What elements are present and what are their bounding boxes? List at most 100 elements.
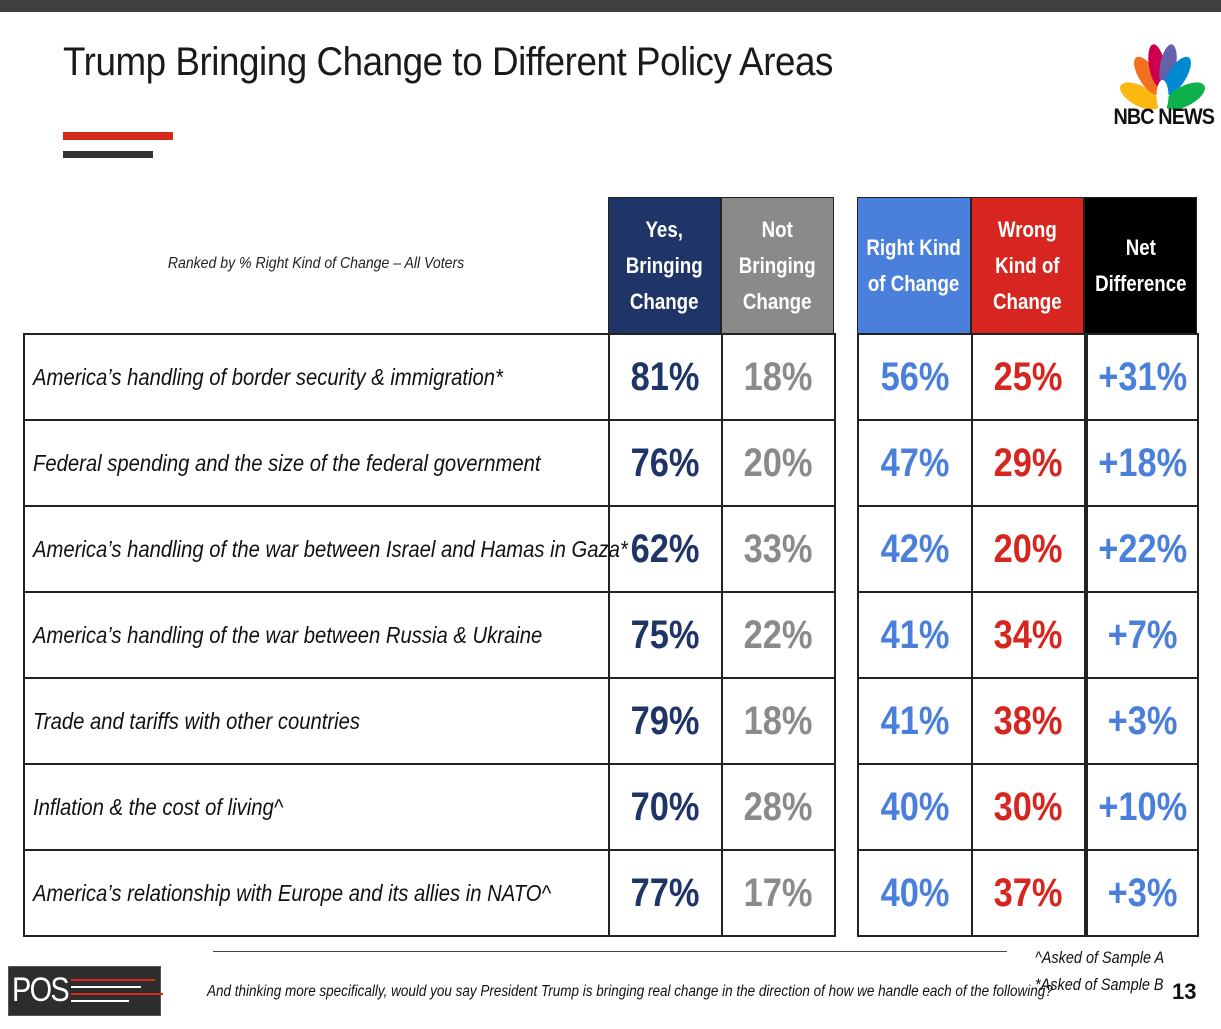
header-label: Not Bringing Change	[739, 216, 816, 314]
cell-value: +22%	[1098, 526, 1187, 571]
value-net-difference: +3%	[1086, 851, 1199, 935]
table-row: America’s handling of border security & …	[25, 335, 836, 421]
header-label: Wrong Kind of Change	[993, 216, 1062, 314]
cell-value: 47%	[880, 440, 950, 485]
value-net-difference: +10%	[1086, 765, 1199, 849]
nbc-peacock-logo-icon	[1120, 44, 1205, 112]
row-label: Federal spending and the size of the fed…	[25, 421, 610, 505]
header-label: Net Difference	[1094, 234, 1187, 296]
header-net-difference: Net Difference	[1084, 197, 1197, 334]
cell-value: 81%	[631, 354, 700, 399]
nbc-news-logo-text: NBC NEWS	[1113, 104, 1216, 129]
cell-value: 33%	[744, 526, 813, 571]
table-row: America’s handling of the war between Ru…	[25, 593, 836, 679]
cell-value: 20%	[744, 440, 813, 485]
value-right-kind: 47%	[859, 421, 973, 505]
cell-value: 41%	[880, 612, 950, 657]
table-right: 56% 25% +31% 47% 29% +18% 42% 20% +22% 41% 34% +7% 4…	[857, 333, 1199, 937]
value-net-difference: +18%	[1086, 421, 1199, 505]
header-wrong-kind-of-change: Wrong Kind of Change	[971, 197, 1084, 334]
value-wrong-kind: 37%	[973, 851, 1086, 935]
cell-value: 18%	[744, 354, 813, 399]
cell-value: 38%	[994, 698, 1063, 743]
value-right-kind: 41%	[859, 679, 973, 763]
value-not-bringing-change: 33%	[723, 507, 836, 591]
pos-logo-line	[71, 979, 155, 981]
cell-value: 29%	[994, 440, 1063, 485]
cell-value: 20%	[994, 526, 1063, 571]
cell-value: 70%	[631, 784, 700, 829]
cell-value: 79%	[631, 698, 700, 743]
value-yes-bringing-change: 62%	[610, 507, 723, 591]
value-not-bringing-change: 28%	[723, 765, 836, 849]
accent-bar-dark	[63, 151, 153, 158]
row-label-text: Trade and tariffs with other countries	[33, 707, 361, 734]
row-label: America’s relationship with Europe and i…	[25, 851, 610, 935]
pos-logo-text: POS	[12, 971, 70, 1009]
row-label-text: America’s relationship with Europe and i…	[33, 879, 551, 906]
cell-value: 25%	[994, 354, 1063, 399]
header-label: Right Kind of Change	[866, 234, 962, 296]
top-bar	[0, 0, 1221, 12]
value-not-bringing-change: 18%	[723, 335, 836, 419]
value-net-difference: +22%	[1086, 507, 1199, 591]
row-label-text: America’s handling of the war between Ru…	[33, 621, 543, 648]
value-yes-bringing-change: 79%	[610, 679, 723, 763]
table-row: 42% 20% +22%	[859, 507, 1199, 593]
row-label-text: America’s handling of the war between Is…	[33, 535, 628, 562]
table-row: 56% 25% +31%	[859, 335, 1199, 421]
value-right-kind: 42%	[859, 507, 973, 591]
table-row: 41% 38% +3%	[859, 679, 1199, 765]
cell-value: 37%	[994, 870, 1063, 915]
value-right-kind: 41%	[859, 593, 973, 677]
cell-value: +18%	[1098, 440, 1187, 485]
value-yes-bringing-change: 77%	[610, 851, 723, 935]
cell-value: 56%	[880, 354, 950, 399]
value-net-difference: +7%	[1086, 593, 1199, 677]
value-net-difference: +31%	[1086, 335, 1199, 419]
table-row: Federal spending and the size of the fed…	[25, 421, 836, 507]
header-yes-bringing-change: Yes, Bringing Change	[608, 197, 721, 334]
cell-value: 28%	[744, 784, 813, 829]
pos-logo-line	[71, 993, 163, 995]
cell-value: 30%	[994, 784, 1063, 829]
cell-value: 40%	[880, 784, 950, 829]
footnote-divider	[213, 951, 1007, 952]
cell-value: +31%	[1098, 354, 1187, 399]
row-label: America’s handling of border security & …	[25, 335, 610, 419]
table-row: Inflation & the cost of living^ 70% 28%	[25, 765, 836, 851]
pos-logo: POS	[8, 966, 163, 1016]
value-wrong-kind: 25%	[973, 335, 1086, 419]
value-not-bringing-change: 17%	[723, 851, 836, 935]
value-not-bringing-change: 22%	[723, 593, 836, 677]
header-label: Yes, Bringing Change	[626, 216, 703, 314]
header-right-kind-of-change: Right Kind of Change	[857, 197, 971, 334]
pos-logo-line	[71, 1000, 129, 1002]
value-not-bringing-change: 18%	[723, 679, 836, 763]
cell-value: 40%	[880, 870, 950, 915]
table-row: 47% 29% +18%	[859, 421, 1199, 507]
page-title: Trump Bringing Change to Different Polic…	[63, 40, 833, 84]
table-row: 41% 34% +7%	[859, 593, 1199, 679]
value-wrong-kind: 34%	[973, 593, 1086, 677]
cell-value: +10%	[1098, 784, 1187, 829]
table-row: 40% 30% +10%	[859, 765, 1199, 851]
value-yes-bringing-change: 75%	[610, 593, 723, 677]
cell-value: 18%	[744, 698, 813, 743]
cell-value: 77%	[631, 870, 700, 915]
value-right-kind: 56%	[859, 335, 973, 419]
cell-value: 75%	[631, 612, 700, 657]
row-label: Inflation & the cost of living^	[25, 765, 610, 849]
table-row: Trade and tariffs with other countries 79…	[25, 679, 836, 765]
value-yes-bringing-change: 76%	[610, 421, 723, 505]
table-row: 40% 37% +3%	[859, 851, 1199, 937]
cell-value: 76%	[631, 440, 700, 485]
cell-value: 42%	[880, 526, 950, 571]
cell-value: 34%	[994, 612, 1063, 657]
page-number: 13	[1172, 979, 1197, 1004]
cell-value: +3%	[1107, 698, 1178, 743]
question-footnote: And thinking more specifically, would yo…	[207, 983, 1053, 1000]
value-yes-bringing-change: 70%	[610, 765, 723, 849]
ranking-note: Ranked by % Right Kind of Change – All V…	[167, 255, 465, 272]
table-row: America’s handling of the war between Is…	[25, 507, 836, 593]
